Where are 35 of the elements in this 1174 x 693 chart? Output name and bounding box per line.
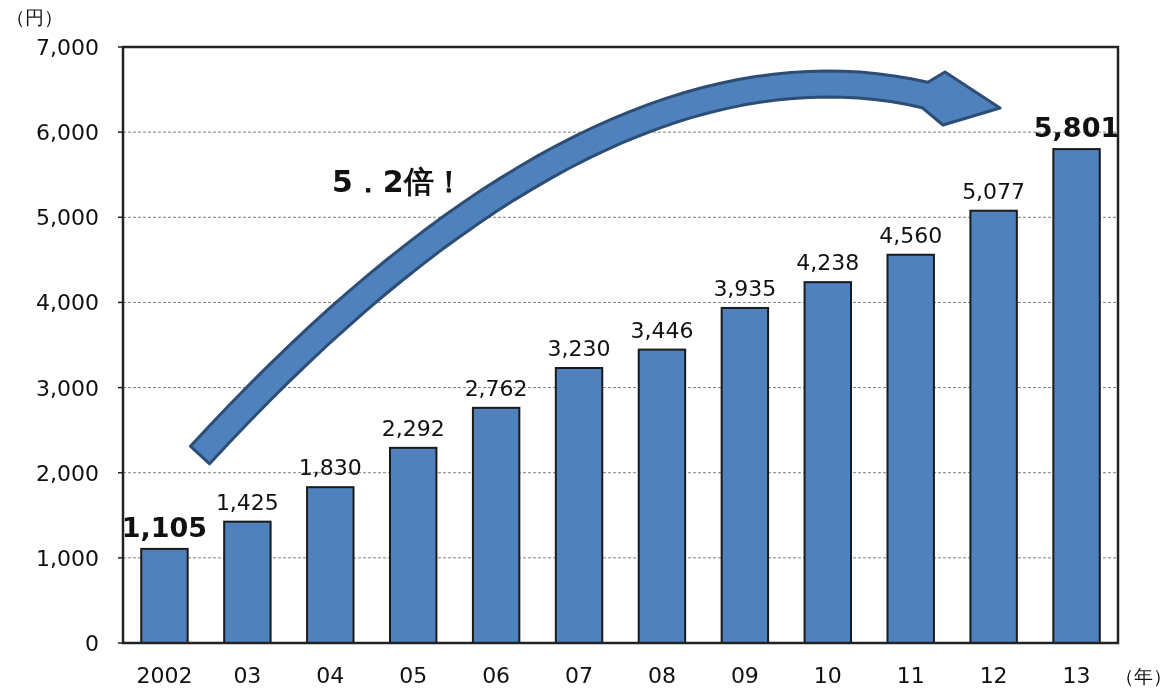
y-tick-label: 3,000 bbox=[36, 375, 99, 401]
x-tick-label: 09 bbox=[730, 663, 759, 688]
y-tick-label: 4,000 bbox=[36, 290, 99, 316]
y-tick-label: 0 bbox=[85, 631, 99, 656]
x-tick-label: 10 bbox=[813, 663, 842, 688]
x-axis-title: （年） bbox=[1115, 665, 1172, 687]
data-label: 1,105 bbox=[121, 511, 208, 543]
x-tick-label: 03 bbox=[233, 663, 262, 688]
data-label: 3,446 bbox=[630, 317, 694, 343]
x-tick-label: 06 bbox=[482, 663, 511, 688]
data-label: 3,230 bbox=[547, 335, 611, 361]
x-tick-label: 05 bbox=[399, 663, 428, 688]
x-tick-label: 08 bbox=[647, 663, 676, 688]
x-tick-label: 04 bbox=[316, 663, 345, 688]
y-tick-label: 7,000 bbox=[36, 35, 99, 60]
x-tick-label: 13 bbox=[1062, 663, 1091, 688]
data-label: 2,762 bbox=[464, 375, 528, 401]
data-label: 1,425 bbox=[215, 489, 279, 515]
data-label: 3,935 bbox=[713, 275, 777, 301]
data-label: 2,292 bbox=[381, 415, 445, 441]
data-label: 1,830 bbox=[298, 455, 362, 481]
data-label: 4,560 bbox=[879, 222, 943, 248]
x-tick-label: 07 bbox=[565, 663, 594, 688]
x-tick-label: 2002 bbox=[136, 663, 193, 688]
y-tick-label: 1,000 bbox=[36, 545, 99, 571]
data-label: 4,238 bbox=[796, 250, 860, 276]
x-tick-label: 11 bbox=[896, 663, 925, 688]
data-label: 5,077 bbox=[962, 178, 1026, 204]
data-label: 5,801 bbox=[1033, 112, 1120, 144]
annotation: 5．2倍！ bbox=[332, 164, 464, 199]
y-axis-title: （円） bbox=[6, 6, 63, 28]
y-tick-label: 5,000 bbox=[36, 205, 99, 231]
x-tick-label: 12 bbox=[979, 663, 1008, 688]
y-tick-label: 2,000 bbox=[36, 460, 99, 486]
y-tick-label: 6,000 bbox=[36, 120, 99, 146]
